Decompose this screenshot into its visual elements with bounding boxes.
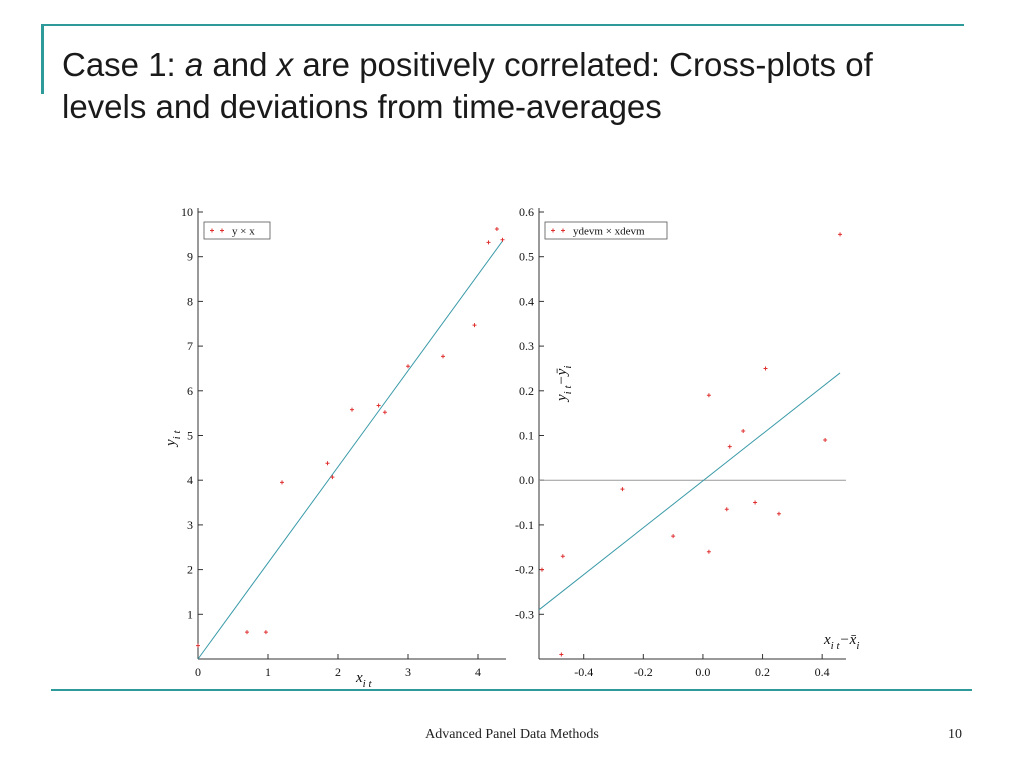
left-y-tick-label: 9 [187,250,193,264]
left-y-tick-label: 10 [181,205,193,219]
right-data-point [838,232,843,237]
right-data-point [706,549,711,554]
right-fit-line [538,372,841,611]
right-legend-box [544,221,668,240]
right-x-tick-label: -0.2 [634,665,653,679]
left-data-point [245,630,249,635]
slide-title: Case 1: a and x are positively correlate… [62,44,962,128]
right-y-axis-label: yi t−ȳi [554,366,574,403]
title-text-3: are positively correlated: Cross-plots o… [62,46,873,125]
right-y-tick-label: -0.2 [515,563,534,577]
right-legend-label: ydevm × xdevm [573,226,645,238]
page-number: 10 [948,727,962,742]
left-data-point [472,323,477,328]
left-data-point [382,410,387,415]
left-x-tick-label: 0 [195,665,201,679]
top-accent-line [41,24,964,26]
right-x-tick-label: 0.4 [815,665,830,679]
left-y-tick-label: 6 [187,384,193,398]
left-data-point [350,407,354,412]
right-y-tick-label: 0.6 [519,205,534,219]
right-x-tick-label: 0.0 [695,665,710,679]
right-y-tick-label: -0.3 [515,607,534,621]
left-x-tick-label: 1 [265,665,271,679]
right-legend-marker [551,228,565,233]
title-var-x: x [276,46,294,83]
left-data-point [280,480,284,485]
right-y-tick-label: 0.0 [519,473,534,487]
left-fit-line [197,240,503,660]
left-x-tick-label: 4 [475,665,481,679]
left-x-tick-label: 3 [405,665,411,679]
footer-text: Advanced Panel Data Methods [425,727,599,742]
right-y-tick-label: 0.2 [519,384,534,398]
left-data-point [406,364,410,369]
right-data-point [823,437,828,442]
right-data-point [753,500,758,505]
left-data-point [494,226,499,231]
left-data-point [441,354,445,359]
left-y-tick-label: 4 [187,473,193,487]
left-accent-bar [41,24,44,94]
right-y-tick-label: 0.1 [519,429,534,443]
right-x-tick-label: 0.2 [755,665,770,679]
left-data-point [500,237,505,242]
title-text-2: and [203,46,277,83]
right-data-point [724,507,729,512]
right-y-tick-label: -0.1 [515,518,534,532]
left-data-point [325,461,330,466]
left-legend-box [203,221,271,240]
left-legend-label: y × x [232,226,255,238]
right-x-tick-label: -0.4 [574,665,593,679]
left-data-point [330,475,335,480]
right-data-point [559,652,564,657]
right-data-point [671,534,676,539]
title-var-a: a [184,46,204,83]
left-y-axis-label: yi t [163,430,183,448]
right-data-point [706,393,711,398]
right-data-point [763,366,768,371]
title-text-1: Case 1: [62,46,185,83]
right-data-point [620,487,625,492]
left-data-point [376,403,381,408]
left-y-tick-label: 5 [187,429,193,443]
left-y-tick-label: 7 [187,339,193,353]
right-x-axis-label: xi t−x̄i [823,632,859,652]
left-x-tick-label: 2 [335,665,341,679]
right-y-tick-label: 0.3 [519,339,534,353]
left-y-tick-label: 1 [187,607,193,621]
left-y-tick-label: 2 [187,563,193,577]
right-data-point [560,554,565,559]
right-data-point [539,567,544,572]
right-y-tick-label: 0.5 [519,250,534,264]
bottom-accent-line [51,689,972,691]
left-y-tick-label: 3 [187,518,193,532]
right-data-point [741,429,746,434]
left-data-point [486,240,491,245]
left-data-point [196,643,200,648]
left-legend-marker [210,228,224,233]
right-y-tick-label: 0.4 [519,294,534,308]
left-data-point [263,630,268,635]
left-y-tick-label: 8 [187,294,193,308]
right-data-point [727,444,732,449]
right-data-point [776,511,781,516]
left-x-axis-label: xi t [355,670,372,690]
